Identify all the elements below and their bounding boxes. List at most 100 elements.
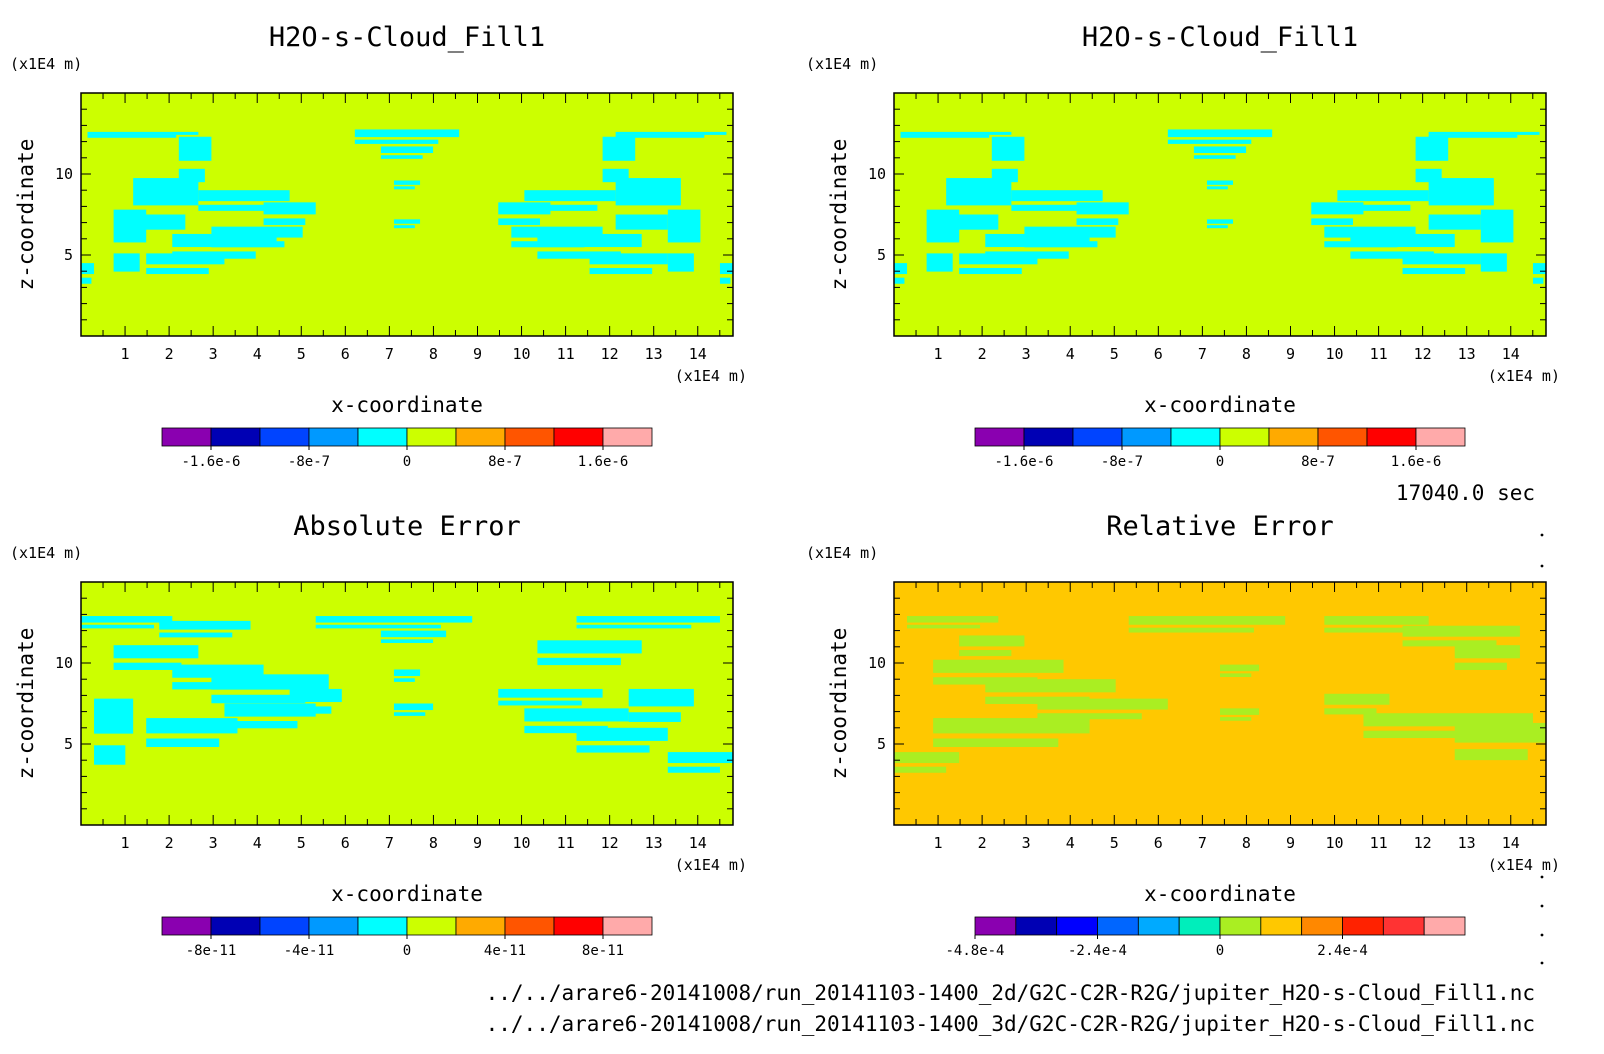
- x-unit-label: (x1E4 m): [675, 856, 747, 874]
- colorbar-tick-label: 8e-11: [582, 943, 624, 959]
- heatmap-cell: [959, 267, 1022, 275]
- x-tick-label: 12: [1414, 345, 1432, 363]
- x-tick-label: 4: [253, 345, 262, 363]
- x-tick-label: 13: [1458, 345, 1476, 363]
- heatmap-cell: [576, 727, 668, 741]
- colorbar-swatch: [1015, 916, 1058, 936]
- heatmap-cell: [926, 253, 953, 272]
- panels: H2O-s-Cloud_Fill1(x1E4 m)1 2 3 4 5 6 7 8 9 10 11 12…: [10, 22, 1560, 959]
- x-tick-label: 8: [429, 834, 438, 852]
- heatmap-cell: [113, 645, 199, 659]
- colorbar-swatch: [1382, 916, 1425, 936]
- edge-dot: [1540, 533, 1544, 537]
- heatmap-cell: [900, 134, 990, 138]
- x-tick-label: 11: [1370, 834, 1388, 852]
- colorbar-swatch: [259, 427, 310, 447]
- heatmap-cell: [576, 616, 720, 623]
- heatmap-cell: [1454, 722, 1546, 743]
- colorbar-swatch: [455, 427, 506, 447]
- colorbar-swatch: [1317, 427, 1368, 447]
- heatmap-cell: [94, 745, 126, 765]
- x-tick-label: 4: [253, 834, 262, 852]
- chart-panel: H2O-s-Cloud_Fill1(x1E4 m)1 2 3 4 5 6 7 8 9 10 11 12…: [10, 22, 747, 470]
- colorbar-swatch: [1023, 427, 1074, 447]
- heatmap-cell: [146, 738, 220, 747]
- heatmap-cell: [380, 639, 434, 643]
- heatmap-cell: [946, 178, 1012, 206]
- y-tick-label: 5: [877, 246, 886, 264]
- heatmap-cell: [1532, 277, 1544, 284]
- heatmap-cell: [1350, 251, 1434, 259]
- heatmap-cell: [380, 630, 447, 638]
- heatmap-cell: [1206, 225, 1228, 229]
- heatmap-cell: [198, 204, 272, 211]
- colorbar-tick-label: -1.6e-6: [181, 454, 240, 470]
- heatmap-cell: [211, 694, 306, 704]
- heatmap-cell: [576, 624, 692, 629]
- colorbar-swatch: [1423, 916, 1466, 936]
- heatmap-cell: [1128, 616, 1286, 625]
- x-tick-label: 3: [1022, 345, 1031, 363]
- x-tick-label: 7: [385, 345, 394, 363]
- x-tick-label: 10: [1326, 345, 1344, 363]
- heatmap-cell: [1167, 139, 1252, 144]
- edge-dot: [1540, 904, 1544, 908]
- colorbar-swatch: [504, 916, 555, 936]
- heatmap-cell: [1324, 708, 1377, 715]
- x-axis-label: x-coordinate: [331, 882, 483, 906]
- x-tick-label: 5: [297, 834, 306, 852]
- colorbar-tick-label: 4e-11: [484, 943, 526, 959]
- heatmap-cell: [1193, 155, 1236, 159]
- x-tick-label: 6: [341, 345, 350, 363]
- heatmap-cell: [667, 253, 694, 272]
- heatmap-cell: [615, 178, 681, 206]
- heatmap-cell: [1037, 698, 1168, 710]
- heatmap-cell: [380, 155, 423, 159]
- heatmap-cell: [1206, 219, 1234, 224]
- y-tick-label: 10: [55, 165, 73, 183]
- colorbar-swatch: [259, 916, 310, 936]
- heatmap-cell: [315, 616, 473, 623]
- heatmap-cell: [380, 146, 434, 154]
- heatmap-cell: [289, 706, 332, 714]
- heatmap-cell: [87, 134, 177, 138]
- heatmap-cell: [959, 650, 1012, 657]
- x-tick-label: 13: [645, 834, 663, 852]
- x-tick-label: 8: [429, 345, 438, 363]
- colorbar-swatch: [974, 427, 1025, 447]
- time-label: 17040.0 sec: [1396, 481, 1535, 505]
- heatmap-cell: [498, 218, 541, 226]
- footer-path-2d: ../../arare6-20141008/run_20141103-1400_…: [486, 981, 1535, 1005]
- panel-title: Absolute Error: [293, 511, 521, 542]
- heatmap-cell: [1402, 640, 1497, 647]
- heatmap-cell: [198, 190, 290, 202]
- colorbar-swatch: [357, 427, 408, 447]
- x-tick-label: 7: [1198, 834, 1207, 852]
- colorbar-swatch: [210, 427, 261, 447]
- heatmap-cell: [894, 766, 947, 773]
- heatmap-cell: [667, 209, 701, 243]
- heatmap-cell: [1011, 204, 1085, 211]
- x-tick-label: 10: [513, 345, 531, 363]
- heatmap-cell: [537, 251, 621, 259]
- heatmap-cell: [393, 712, 426, 716]
- colorbar-tick-label: 8e-7: [488, 454, 522, 470]
- heatmap-cell: [894, 263, 908, 275]
- heatmap-cell: [133, 178, 199, 206]
- colorbar-swatch: [455, 916, 506, 936]
- heatmap-cell: [985, 679, 1116, 693]
- edge-dot: [1540, 564, 1544, 568]
- heatmap-cell: [1402, 267, 1466, 275]
- colorbar-tick-label: 0: [1216, 454, 1224, 470]
- y-unit-label: (x1E4 m): [10, 544, 82, 562]
- panel-title: H2O-s-Cloud_Fill1: [269, 22, 545, 53]
- colorbar-swatch: [602, 916, 653, 936]
- heatmap-cell: [224, 720, 298, 729]
- heatmap-cell: [393, 703, 434, 711]
- x-tick-label: 6: [1154, 345, 1163, 363]
- heatmap-cell: [1220, 664, 1260, 672]
- y-tick-label: 5: [64, 246, 73, 264]
- heatmap-cell: [1220, 673, 1252, 678]
- heatmap-cell: [133, 214, 186, 230]
- panel-title: H2O-s-Cloud_Fill1: [1082, 22, 1358, 53]
